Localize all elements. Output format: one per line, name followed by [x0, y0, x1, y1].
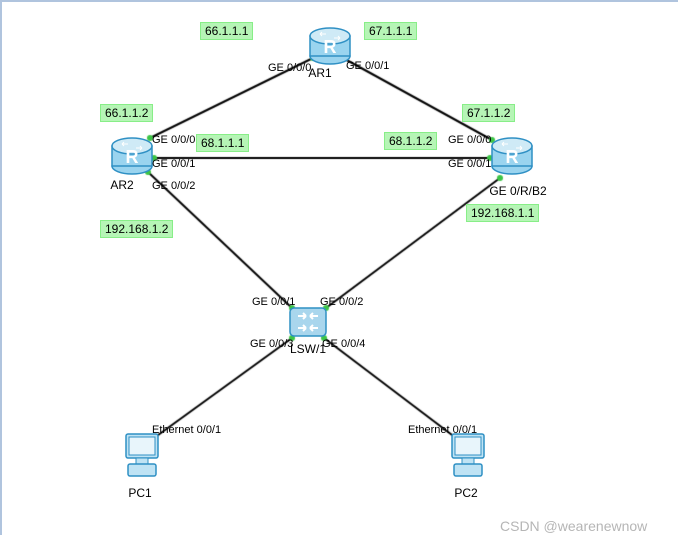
ip-label: 67.1.1.1 [364, 22, 417, 40]
label-ar2: AR2 [110, 178, 133, 192]
port-label: Ethernet 0/0/1 [152, 424, 221, 436]
port-label: GE 0/0/3 [250, 338, 293, 350]
switch-lsw1[interactable] [288, 302, 328, 342]
label-pc1: PC1 [128, 486, 151, 500]
port-label: GE 0/0/2 [320, 296, 363, 308]
svg-text:R: R [324, 37, 337, 57]
svg-text:R: R [126, 147, 139, 167]
port-label: GE 0/0/0 [152, 134, 195, 146]
port-label: Ethernet 0/0/1 [408, 424, 477, 436]
ip-label: 192.168.1.2 [100, 220, 173, 238]
ip-label: 66.1.1.2 [100, 104, 153, 122]
ip-label: 66.1.1.1 [200, 22, 253, 40]
label-ar1: AR1 [308, 66, 331, 80]
label-lsw1: LSW/1 [290, 342, 326, 356]
label-pc2: PC2 [454, 486, 477, 500]
svg-text:R: R [506, 147, 519, 167]
ip-label: 67.1.1.2 [462, 104, 515, 122]
pc-1[interactable] [122, 432, 162, 480]
port-label: GE 0/0/0 [268, 62, 311, 74]
port-label: GE 0/0/1 [252, 296, 295, 308]
topology-canvas [0, 0, 678, 535]
port-label: GE 0/0/1 [448, 158, 491, 170]
port-label: GE 0/0/4 [322, 338, 365, 350]
watermark: CSDN @wearenewnow [500, 518, 647, 534]
port-label: GE 0/0/0 [448, 134, 491, 146]
label-ar3: GE 0/R/B2 [489, 184, 546, 198]
router-ar3[interactable]: R [490, 134, 534, 178]
ip-label: 68.1.1.2 [384, 132, 437, 150]
port-label: GE 0/0/1 [152, 158, 195, 170]
canvas-border-left [0, 0, 2, 535]
port-label: GE 0/0/2 [152, 180, 195, 192]
canvas-border-top [0, 0, 678, 2]
router-ar2[interactable]: R [110, 134, 154, 178]
pc-2[interactable] [448, 432, 488, 480]
ip-label: 68.1.1.1 [196, 134, 249, 152]
ip-label: 192.168.1.1 [466, 204, 539, 222]
port-label: GE 0/0/1 [346, 60, 389, 72]
